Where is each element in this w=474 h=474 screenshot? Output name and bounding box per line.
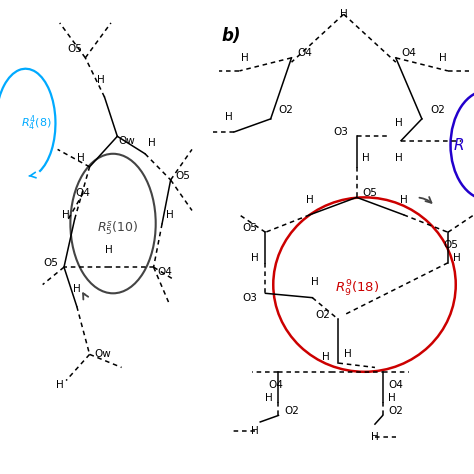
Text: H: H bbox=[344, 349, 351, 359]
Text: Ow: Ow bbox=[94, 349, 111, 359]
Text: H: H bbox=[98, 74, 105, 85]
Text: H: H bbox=[56, 380, 64, 390]
Text: O5: O5 bbox=[443, 240, 458, 250]
Text: H: H bbox=[371, 432, 379, 442]
Text: H: H bbox=[439, 53, 447, 63]
Text: H: H bbox=[251, 426, 259, 436]
Text: H: H bbox=[105, 245, 113, 255]
Text: H: H bbox=[77, 153, 85, 163]
Text: $R_9^9(18)$: $R_9^9(18)$ bbox=[335, 279, 379, 299]
Text: O4: O4 bbox=[268, 380, 283, 390]
Text: O5: O5 bbox=[67, 44, 82, 54]
Text: H: H bbox=[321, 352, 329, 362]
Text: O4: O4 bbox=[158, 266, 173, 276]
Text: H: H bbox=[311, 277, 319, 287]
Text: H: H bbox=[340, 9, 347, 19]
Text: O2: O2 bbox=[284, 406, 299, 416]
Text: H: H bbox=[453, 254, 461, 264]
Text: O2: O2 bbox=[430, 105, 445, 115]
Text: H: H bbox=[166, 210, 173, 220]
Text: H: H bbox=[362, 153, 370, 163]
Text: O3: O3 bbox=[242, 292, 257, 303]
Text: H: H bbox=[62, 210, 70, 220]
Text: H: H bbox=[265, 393, 273, 403]
Text: O5: O5 bbox=[175, 171, 190, 181]
Text: H: H bbox=[251, 254, 259, 264]
Text: H: H bbox=[394, 153, 402, 163]
Text: O4: O4 bbox=[297, 48, 312, 58]
Text: O5: O5 bbox=[44, 258, 59, 268]
Text: O4: O4 bbox=[76, 188, 91, 198]
Text: O5: O5 bbox=[362, 188, 377, 198]
Text: H: H bbox=[306, 194, 314, 205]
Text: $R_4^4(8)$: $R_4^4(8)$ bbox=[21, 113, 52, 133]
Text: O2: O2 bbox=[388, 406, 403, 416]
Text: O3: O3 bbox=[334, 127, 348, 137]
Text: b): b) bbox=[221, 27, 241, 46]
Text: H: H bbox=[400, 194, 408, 205]
Text: $R_5^s(10)$: $R_5^s(10)$ bbox=[97, 219, 138, 237]
Text: H: H bbox=[73, 284, 81, 294]
Text: H: H bbox=[147, 138, 155, 148]
Text: O2: O2 bbox=[279, 105, 294, 115]
Text: H: H bbox=[225, 112, 233, 122]
Text: O5: O5 bbox=[242, 223, 257, 233]
Text: $R$: $R$ bbox=[453, 137, 464, 153]
Text: H: H bbox=[394, 118, 402, 128]
Text: Ow: Ow bbox=[118, 136, 135, 146]
Text: O2: O2 bbox=[315, 310, 330, 320]
Text: H: H bbox=[388, 393, 396, 403]
Text: O4: O4 bbox=[388, 380, 403, 390]
Text: H: H bbox=[241, 53, 248, 63]
Text: O4: O4 bbox=[401, 48, 416, 58]
